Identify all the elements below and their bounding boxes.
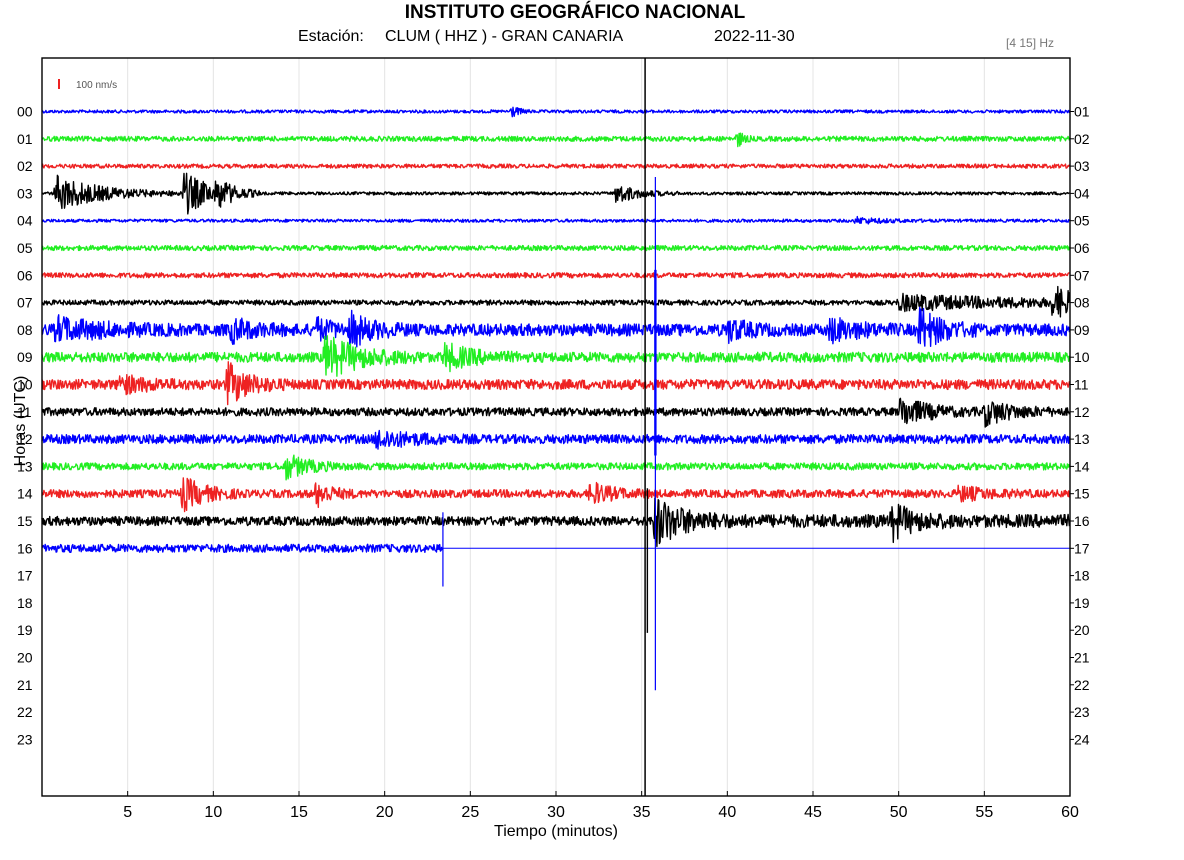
trace-hour-03 [41,172,1070,215]
right-hour-label: 08 [1074,295,1090,311]
trace-hour-05 [41,244,1071,252]
trace-hour-00 [41,106,1071,118]
left-hour-label: 22 [17,704,33,720]
y-axis-label: Horas (UTC) [12,375,29,467]
right-hour-label: 19 [1074,595,1090,611]
x-tick-label: 20 [376,804,394,821]
trace-hour-09 [41,335,1071,377]
left-hour-label: 10 [17,377,33,393]
left-hour-label: 00 [17,104,33,120]
right-hour-label: 09 [1074,322,1090,338]
right-hour-label: 12 [1074,404,1090,420]
left-hour-label: 12 [17,431,33,447]
x-tick-label: 55 [975,804,993,821]
trace-hour-11 [41,397,1071,428]
right-hour-label: 13 [1074,431,1090,447]
right-hour-label: 16 [1074,513,1090,529]
right-hour-label: 06 [1074,240,1090,256]
right-hour-label: 04 [1074,185,1090,201]
x-tick-label: 10 [204,804,222,821]
trace-hour-12 [41,429,1071,450]
left-hour-label: 18 [17,595,33,611]
left-hour-label: 04 [17,213,33,229]
right-hour-label: 03 [1074,158,1090,174]
x-tick-label: 40 [718,804,736,821]
filter-band-label: [4 15] Hz [1006,36,1055,50]
right-hour-label: 17 [1074,540,1090,556]
trace-hour-06 [41,272,1070,279]
x-tick-label: 15 [290,804,308,821]
right-hour-label: 05 [1074,213,1090,229]
x-tick-label: 45 [804,804,822,821]
left-hour-label: 19 [17,622,33,638]
right-hour-label: 24 [1074,731,1090,747]
trace-hour-01 [41,132,1071,148]
x-tick-label: 30 [547,804,565,821]
trace-hour-13 [41,454,1071,481]
left-hour-label: 21 [17,677,33,693]
trace-hour-04 [41,215,1071,225]
right-hour-label: 11 [1074,377,1089,393]
trace-hour-02 [41,163,1071,169]
right-hour-label: 20 [1074,622,1090,638]
trace-hour-07 [41,285,1071,318]
trace-hour-14 [41,477,1071,513]
right-hour-label: 22 [1074,677,1090,693]
left-hour-label: 23 [17,731,33,747]
trace-hour-08 [41,306,1071,348]
left-hour-label: 17 [17,568,33,584]
left-hour-label: 03 [17,185,33,201]
x-tick-label: 5 [123,804,132,821]
right-hour-label: 02 [1074,131,1090,147]
left-hour-label: 05 [17,240,33,256]
left-hour-label: 08 [17,322,33,338]
trace-hour-10 [41,361,1071,406]
x-tick-label: 25 [461,804,479,821]
left-hour-label: 02 [17,158,33,174]
x-tick-label: 60 [1061,804,1079,821]
chart-title: INSTITUTO GEOGRÁFICO NACIONAL [404,2,746,23]
right-hour-label: 21 [1074,650,1090,666]
left-hour-label: 15 [17,513,33,529]
scale-bar-label: 100 nm/s [76,80,117,91]
x-tick-label: 35 [633,804,651,821]
left-hour-label: 11 [17,404,32,420]
left-hour-label: 09 [17,349,33,365]
x-axis-label: Tiempo (minutos) [494,823,618,840]
left-hour-label: 20 [17,650,33,666]
trace-hour-15 [41,497,1071,548]
left-hour-label: 13 [17,458,33,474]
left-hour-label: 14 [17,486,33,502]
date-label: 2022-11-30 [714,28,795,45]
right-hour-label: 15 [1074,486,1090,502]
right-hour-label: 10 [1074,349,1090,365]
station-name: CLUM ( HHZ ) - GRAN CANARIA [385,28,624,45]
right-hour-label: 07 [1074,267,1090,283]
trace-hour-16 [41,543,443,553]
x-tick-label: 50 [890,804,908,821]
station-label: Estación: [298,28,364,45]
left-hour-label: 07 [17,295,33,311]
left-hour-label: 06 [17,267,33,283]
right-hour-label: 14 [1074,458,1090,474]
left-hour-label: 16 [17,540,33,556]
left-hour-label: 01 [17,131,33,147]
right-hour-label: 01 [1074,104,1090,120]
right-hour-label: 23 [1074,704,1090,720]
right-hour-label: 18 [1074,568,1090,584]
